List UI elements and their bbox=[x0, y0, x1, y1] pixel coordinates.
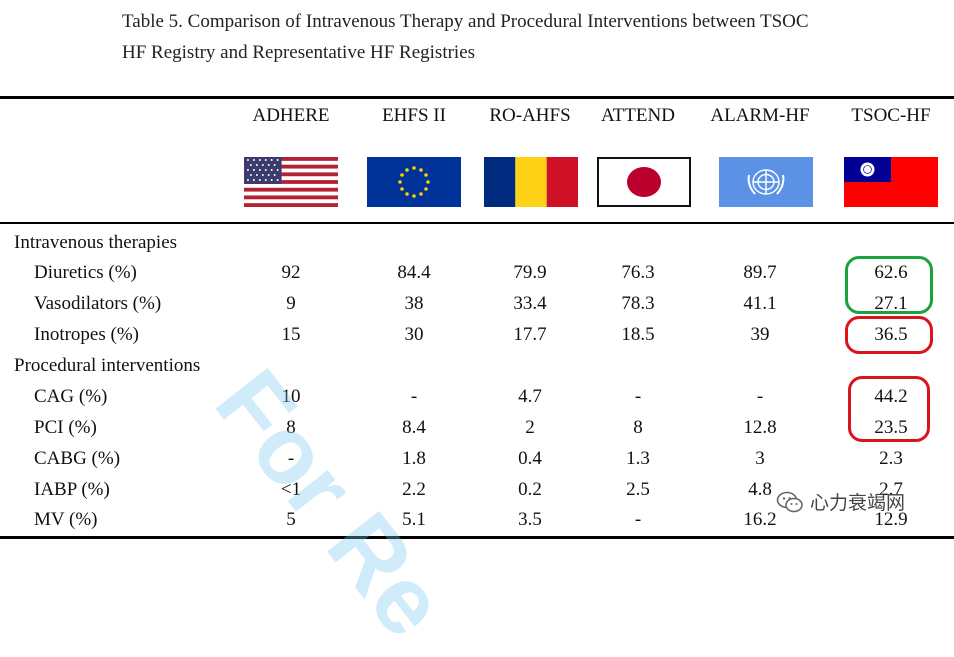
cell-diuretics-tsoc: 62.6 bbox=[874, 262, 908, 283]
cell-diuretics-ehfs: 84.4 bbox=[397, 262, 431, 283]
highlight-box-cag-pci bbox=[848, 376, 930, 442]
cell-vasodilators-tsoc: 27.1 bbox=[874, 293, 908, 314]
cell-cabg-roahfs: 0.4 bbox=[518, 448, 542, 469]
cell-cabg-alarm: 3 bbox=[755, 448, 765, 469]
cell-cag-adhere: 10 bbox=[281, 386, 301, 407]
source-logo: 心力衰竭网 bbox=[776, 488, 905, 515]
cell-cag-ehfs: - bbox=[410, 386, 418, 407]
eu-flag bbox=[367, 157, 461, 207]
cell-cabg-attend: 1.3 bbox=[626, 448, 650, 469]
cell-vasodilators-adhere: 9 bbox=[286, 293, 296, 314]
cell-iabp-attend: 2.5 bbox=[626, 479, 650, 500]
col-header-alarm: ALARM-HF bbox=[710, 105, 810, 126]
cell-inotropes-attend: 18.5 bbox=[621, 324, 655, 345]
cell-pci-tsoc: 23.5 bbox=[874, 417, 908, 438]
usa-flag bbox=[244, 157, 338, 207]
cell-cag-tsoc: 44.2 bbox=[874, 386, 908, 407]
wechat-icon bbox=[776, 491, 803, 512]
table-title: Table 5. Comparison of Intravenous Thera… bbox=[122, 6, 809, 68]
cell-pci-ehfs: 8.4 bbox=[402, 417, 426, 438]
un-flag bbox=[719, 157, 813, 207]
row-label-diuretics: Diuretics (%) bbox=[34, 262, 137, 283]
title-line-2: HF Registry and Representative HF Regist… bbox=[122, 42, 476, 63]
cell-iabp-tsoc: 2.7 bbox=[879, 479, 903, 500]
title-line-1: Table 5. Comparison of Intravenous Thera… bbox=[122, 11, 809, 32]
cell-pci-roahfs: 2 bbox=[525, 417, 535, 438]
logo-text: 心力衰竭网 bbox=[810, 492, 906, 514]
cell-mv-alarm: 16.2 bbox=[743, 509, 777, 530]
cell-cag-alarm: - bbox=[756, 386, 764, 407]
cell-vasodilators-roahfs: 33.4 bbox=[513, 293, 547, 314]
cell-cabg-adhere: - bbox=[287, 448, 295, 469]
cell-inotropes-tsoc: 36.5 bbox=[874, 324, 908, 345]
cell-inotropes-roahfs: 17.7 bbox=[513, 324, 547, 345]
section-label-procedural: Procedural interventions bbox=[14, 355, 201, 376]
cell-mv-adhere: 5 bbox=[286, 509, 296, 530]
cell-cabg-ehfs: 1.8 bbox=[402, 448, 426, 469]
cell-mv-ehfs: 5.1 bbox=[402, 509, 426, 530]
col-header-adhere: ADHERE bbox=[252, 105, 330, 126]
row-label-vasodilators: Vasodilators (%) bbox=[34, 293, 162, 314]
top-rule bbox=[0, 96, 954, 99]
row-label-cag: CAG (%) bbox=[34, 386, 108, 407]
cell-inotropes-ehfs: 30 bbox=[404, 324, 424, 345]
row-label-cabg: CABG (%) bbox=[34, 448, 121, 469]
cell-vasodilators-alarm: 41.1 bbox=[743, 293, 777, 314]
romania-flag bbox=[484, 157, 578, 207]
cell-diuretics-attend: 76.3 bbox=[621, 262, 655, 283]
cell-inotropes-alarm: 39 bbox=[750, 324, 770, 345]
header-rule bbox=[0, 222, 954, 224]
col-header-attend: ATTEND bbox=[601, 105, 675, 126]
cell-mv-tsoc: 12.9 bbox=[874, 509, 908, 530]
cell-cag-attend: - bbox=[634, 386, 642, 407]
cell-diuretics-alarm: 89.7 bbox=[743, 262, 777, 283]
col-header-tsoc: TSOC-HF bbox=[851, 105, 931, 126]
cell-iabp-alarm: 4.8 bbox=[748, 479, 772, 500]
row-label-pci: PCI (%) bbox=[34, 417, 97, 438]
col-header-roahfs: RO-AHFS bbox=[489, 105, 571, 126]
cell-vasodilators-ehfs: 38 bbox=[404, 293, 424, 314]
cell-inotropes-adhere: 15 bbox=[281, 324, 301, 345]
highlight-box-inotropes bbox=[845, 316, 933, 354]
cell-mv-attend: - bbox=[634, 509, 642, 530]
cell-diuretics-adhere: 92 bbox=[281, 262, 301, 283]
cell-diuretics-roahfs: 79.9 bbox=[513, 262, 547, 283]
cell-iabp-ehfs: 2.2 bbox=[402, 479, 426, 500]
cell-pci-alarm: 12.8 bbox=[743, 417, 777, 438]
row-label-inotropes: Inotropes (%) bbox=[34, 324, 139, 345]
cell-cabg-tsoc: 2.3 bbox=[879, 448, 903, 469]
japan-flag bbox=[597, 157, 691, 207]
row-label-iabp: IABP (%) bbox=[34, 479, 110, 500]
section-label-intravenous: Intravenous therapies bbox=[14, 232, 178, 253]
bottom-rule bbox=[0, 536, 954, 539]
row-label-mv: MV (%) bbox=[34, 509, 98, 530]
cell-iabp-roahfs: 0.2 bbox=[518, 479, 542, 500]
cell-iabp-adhere: <1 bbox=[280, 479, 302, 500]
cell-vasodilators-attend: 78.3 bbox=[621, 293, 655, 314]
cell-cag-roahfs: 4.7 bbox=[518, 386, 542, 407]
taiwan-flag bbox=[844, 157, 938, 207]
cell-pci-adhere: 8 bbox=[286, 417, 296, 438]
cell-mv-roahfs: 3.5 bbox=[518, 509, 542, 530]
col-header-ehfs: EHFS II bbox=[382, 105, 446, 126]
cell-pci-attend: 8 bbox=[633, 417, 643, 438]
highlight-box-diuretics-vasodilators bbox=[845, 256, 933, 314]
